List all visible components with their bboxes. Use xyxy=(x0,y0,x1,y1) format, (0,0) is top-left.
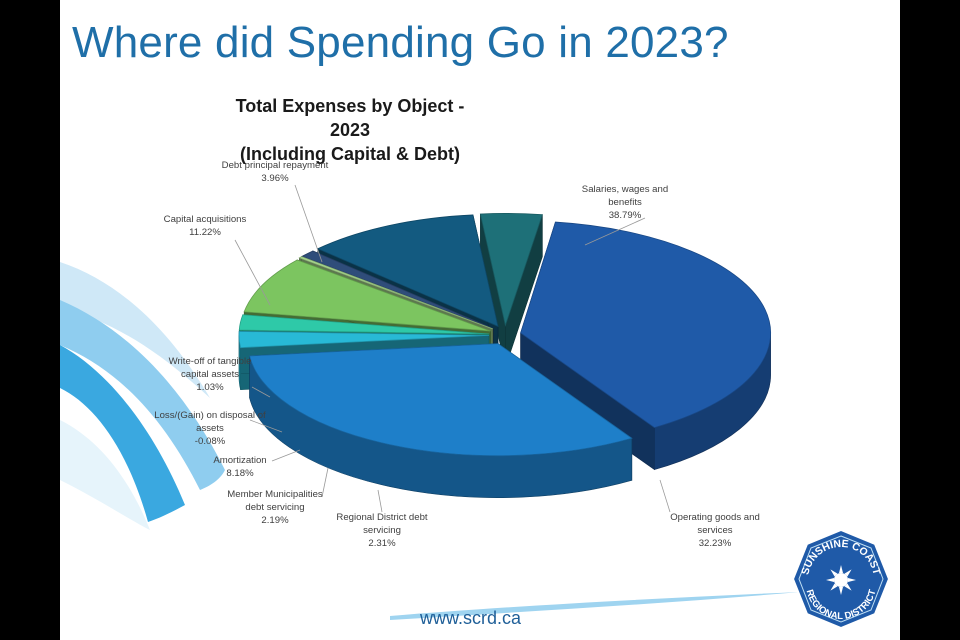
slice-label: Regional District debt servicing 2.31% xyxy=(336,512,428,549)
sun-icon xyxy=(826,565,856,595)
pie-slice-top xyxy=(249,343,633,457)
slice-label: Operating goods and services 32.23% xyxy=(670,512,760,549)
leader-line xyxy=(294,184,323,263)
pie-slice xyxy=(520,221,771,471)
pie-slice-top xyxy=(479,213,543,327)
pie-slice xyxy=(479,213,543,368)
slice-label: Salaries, wages and benefits 38.79% xyxy=(582,184,668,221)
chart-subtitle: (Including Capital & Debt) xyxy=(240,144,460,164)
leader-line xyxy=(234,239,271,306)
background-swoosh xyxy=(60,262,800,620)
slice-label: Write-off of tangible capital assets 1.03% xyxy=(169,356,252,393)
leader-line xyxy=(271,449,301,462)
pie-slice-top xyxy=(298,256,493,330)
footer-url[interactable]: www.scrd.ca xyxy=(420,608,522,628)
leader-line xyxy=(584,217,646,246)
leader-line xyxy=(251,386,271,398)
pie-slice-top xyxy=(520,221,771,429)
pie-slice-top xyxy=(238,331,490,349)
pie-slice xyxy=(249,343,633,498)
pie-slice-top xyxy=(243,259,491,332)
pie-slice-top xyxy=(238,314,490,335)
chart-title: Total Expenses by Object - 2023 (Includi… xyxy=(220,94,480,166)
slice-label: Capital acquisitions 11.22% xyxy=(164,214,247,238)
leader-line xyxy=(249,419,283,433)
slice-label: Member Municipalities debt servicing 2.19% xyxy=(227,489,323,526)
chart-title-main: Total Expenses by Object - 2023 xyxy=(235,96,465,140)
slice-label: Loss/(Gain) on disposal of assets -0.08% xyxy=(154,410,266,447)
slice-label: Debt principal repayment 3.96% xyxy=(222,160,329,184)
regional-district-logo: SUNSHINE COAST REGIONAL DISTRICT xyxy=(791,528,891,630)
leader-line xyxy=(321,467,329,498)
slide-title: Where did Spending Go in 2023? xyxy=(72,18,729,67)
pie-chart: Salaries, wages and benefits 38.79% Operati… xyxy=(154,160,771,549)
leader-line xyxy=(377,489,383,513)
pie-slice-top xyxy=(301,250,494,329)
pie-slice-top xyxy=(316,214,499,328)
leader-line xyxy=(659,479,671,513)
slice-label: Amortization 8.18% xyxy=(213,455,266,479)
slide: Where did Spending Go in 2023? Total Exp… xyxy=(60,0,900,640)
